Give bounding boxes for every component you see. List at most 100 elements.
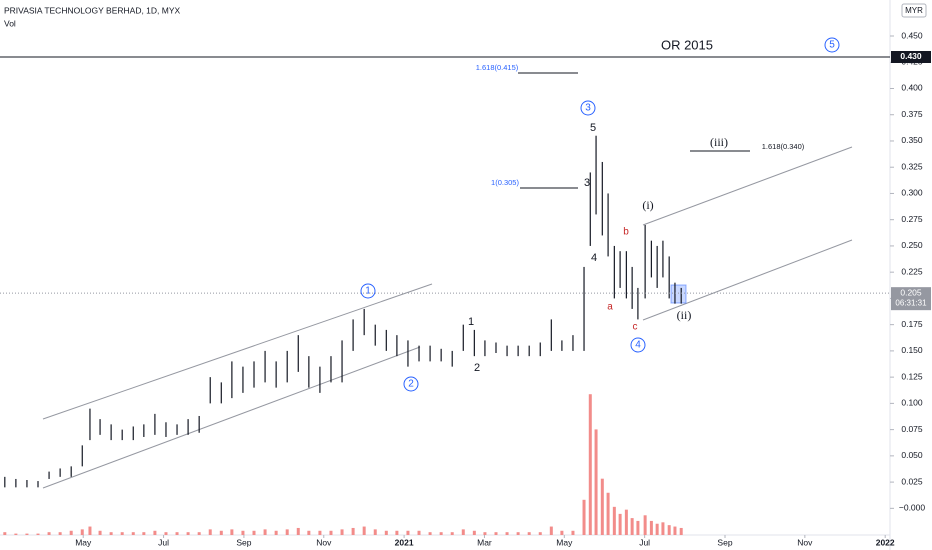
volume-bar bbox=[69, 530, 73, 535]
volume-bar bbox=[612, 506, 616, 535]
volume-bar bbox=[58, 532, 62, 535]
x-tick-label: Sep bbox=[717, 537, 732, 547]
volume-bar bbox=[329, 530, 333, 535]
volume-bar bbox=[120, 532, 124, 535]
volume-bar bbox=[164, 532, 168, 535]
x-tick-label: May bbox=[556, 537, 573, 547]
wave-label: 2 bbox=[408, 379, 414, 390]
volume-bar bbox=[252, 530, 256, 535]
volume-bar bbox=[80, 529, 84, 535]
y-tick-label: 0.400 bbox=[901, 83, 923, 93]
y-tick-label: 0.225 bbox=[901, 266, 923, 276]
volume-bar bbox=[98, 530, 102, 535]
x-tick-label: May bbox=[75, 537, 92, 547]
wave-label: 5 bbox=[829, 40, 835, 51]
wave-label: 1 bbox=[365, 286, 371, 297]
annotation: 1.618(0.340) bbox=[762, 142, 805, 151]
volume-bar bbox=[679, 527, 683, 535]
y-tick-label: 0.075 bbox=[901, 424, 923, 434]
volume-bar bbox=[47, 532, 51, 535]
channels bbox=[42, 146, 853, 489]
countdown: 06:31:31 bbox=[895, 298, 927, 307]
volume-bar bbox=[219, 530, 223, 535]
volume-bar bbox=[186, 532, 190, 535]
volume-bar bbox=[461, 529, 465, 535]
volume-bar bbox=[230, 529, 234, 535]
wave-label: 3 bbox=[584, 177, 590, 189]
volume-bar bbox=[318, 530, 322, 535]
volume-bar bbox=[285, 529, 289, 535]
y-tick-label: 0.050 bbox=[901, 450, 923, 460]
highlight-box bbox=[670, 284, 687, 304]
fib-lines bbox=[518, 72, 750, 189]
volume-bar bbox=[373, 529, 377, 535]
volume-bar bbox=[582, 499, 586, 535]
volume-bar bbox=[395, 530, 399, 535]
volume-bar bbox=[571, 530, 575, 535]
volume-bar bbox=[263, 529, 267, 535]
chart-title: PRIVASIA TECHNOLOGY BERHAD, 1D, MYX bbox=[4, 5, 181, 15]
wave-label: c bbox=[633, 322, 638, 333]
volume-bar bbox=[3, 532, 7, 535]
wave-label: 2 bbox=[474, 362, 480, 374]
wave-label: (i) bbox=[642, 198, 653, 212]
wave-label: 3 bbox=[585, 103, 591, 114]
y-tick-label: 0.275 bbox=[901, 214, 923, 224]
wave-label: a bbox=[607, 302, 613, 313]
volume-bar bbox=[109, 532, 113, 535]
volume-bar bbox=[384, 530, 388, 535]
wave-label: 5 bbox=[590, 122, 596, 134]
annotation: 1(0.305) bbox=[491, 178, 519, 187]
x-tick-label: Nov bbox=[316, 537, 332, 547]
volume-bar bbox=[618, 513, 622, 535]
volume-bar bbox=[208, 529, 212, 535]
y-tick-label: 0.450 bbox=[901, 30, 923, 40]
wave-label: (iii) bbox=[710, 135, 728, 149]
annotation: 1.618(0.415) bbox=[476, 63, 519, 72]
currency-box[interactable] bbox=[901, 3, 927, 18]
volume-bar bbox=[340, 529, 344, 535]
x-tick-label: 2021 bbox=[395, 537, 414, 547]
volume-bar bbox=[661, 522, 665, 535]
volume-bar bbox=[351, 527, 355, 535]
volume-bar bbox=[153, 530, 157, 535]
wave-label: (ii) bbox=[677, 308, 692, 322]
volume-bar bbox=[606, 492, 610, 535]
y-tick-label: −0.000 bbox=[899, 503, 926, 513]
volume-bar bbox=[472, 530, 476, 535]
volume-bar bbox=[516, 532, 520, 535]
volume-bar bbox=[673, 526, 677, 535]
volume-bar bbox=[643, 515, 647, 535]
volume-bar bbox=[296, 527, 300, 535]
x-tick-label: Sep bbox=[236, 537, 251, 547]
wave-label: 4 bbox=[591, 252, 597, 264]
volume-bar bbox=[274, 530, 278, 535]
volume-bar bbox=[594, 429, 598, 535]
volume-bar bbox=[428, 532, 432, 535]
volume-bar bbox=[667, 525, 671, 535]
volume-bar bbox=[527, 532, 531, 535]
wave-label: b bbox=[623, 227, 629, 238]
volume-bar bbox=[483, 532, 487, 535]
volume-bar bbox=[649, 520, 653, 535]
volume-bar bbox=[636, 520, 640, 535]
volume-bar bbox=[362, 526, 366, 535]
volume-bar bbox=[505, 532, 509, 535]
volume-bar bbox=[417, 530, 421, 535]
y-tick-label: 0.125 bbox=[901, 371, 923, 381]
volume-bar bbox=[131, 532, 135, 535]
x-tick-label: Mar bbox=[477, 537, 492, 547]
y-tick-label: 0.100 bbox=[901, 398, 923, 408]
volume-bar bbox=[624, 509, 628, 535]
volume-bar bbox=[549, 526, 553, 535]
currency[interactable]: MYR bbox=[905, 6, 923, 15]
volume-bar bbox=[630, 518, 634, 535]
annotation: OR 2015 bbox=[661, 37, 713, 52]
y-tick-label: 0.325 bbox=[901, 161, 923, 171]
volume-bar bbox=[560, 530, 564, 535]
volume-bar bbox=[588, 394, 592, 535]
wave-label: 4 bbox=[635, 340, 641, 351]
x-tick-label: 2022 bbox=[876, 537, 895, 547]
last-price-tag bbox=[891, 287, 931, 311]
y-tick-label: 0.150 bbox=[901, 345, 923, 355]
